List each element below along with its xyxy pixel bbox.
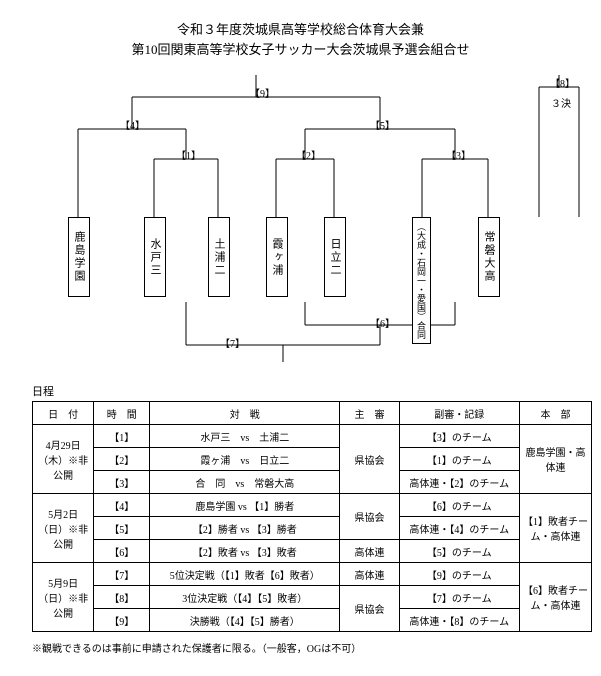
cell-time: 【5】 bbox=[94, 517, 150, 540]
title: 令和３年度茨城県高等学校総合体育大会兼 第10回関東高等学校女子サッカー大会茨城… bbox=[20, 20, 581, 59]
cell-match: 3位決定戦（【4】【5】敗者） bbox=[150, 586, 340, 609]
team-6: （大成・石岡一・愛国）合同 bbox=[412, 217, 431, 344]
num-3: 【3】 bbox=[446, 147, 471, 162]
cell-hq: 【1】敗者チーム・高体連 bbox=[519, 494, 591, 563]
cell-date: 5月2日（日）※非公開 bbox=[33, 494, 94, 563]
cell-time: 【9】 bbox=[94, 609, 150, 632]
cell-sub: 【9】のチーム bbox=[399, 563, 519, 586]
cell-match: 合 同 vs 常磐大高 bbox=[150, 471, 340, 494]
cell-date: 4月29日（木）※非公開 bbox=[33, 425, 94, 494]
cell-time: 【3】 bbox=[94, 471, 150, 494]
cell-match: 水戸三 vs 土浦二 bbox=[150, 425, 340, 448]
th-time: 時 間 bbox=[94, 402, 150, 425]
title-line2: 第10回関東高等学校女子サッカー大会茨城県予選会組合せ bbox=[131, 42, 469, 57]
bracket-diagram: 【9】 【4】 【5】 【1】 【2】 【3】 【6】 【7】 【8】 ３決 鹿… bbox=[20, 67, 581, 377]
table-row: 【6】 【2】敗者 vs 【3】敗者 高体連 【5】のチーム bbox=[33, 540, 592, 563]
cell-sub: 高体連・【8】のチーム bbox=[399, 609, 519, 632]
cell-sub: 【1】のチーム bbox=[399, 448, 519, 471]
th-sub: 副審・記録 bbox=[399, 402, 519, 425]
cell-ref: 県協会 bbox=[340, 586, 399, 632]
team-4: 霞ヶ浦 bbox=[266, 217, 288, 297]
team-1: 鹿島学園 bbox=[68, 217, 90, 297]
num-6: 【6】 bbox=[370, 315, 395, 330]
cell-ref: 高体連 bbox=[340, 563, 399, 586]
table-row: 【5】 【2】勝者 vs 【3】勝者 高体連・【4】のチーム bbox=[33, 517, 592, 540]
team-5: 日立二 bbox=[324, 217, 346, 297]
cell-time: 【6】 bbox=[94, 540, 150, 563]
cell-time: 【8】 bbox=[94, 586, 150, 609]
th-ref: 主 審 bbox=[340, 402, 399, 425]
cell-match: 霞ヶ浦 vs 日立二 bbox=[150, 448, 340, 471]
cell-sub: 【5】のチーム bbox=[399, 540, 519, 563]
cell-match: 【2】敗者 vs 【3】敗者 bbox=[150, 540, 340, 563]
num-5: 【5】 bbox=[370, 117, 395, 132]
table-row: 5月2日（日）※非公開 【4】 鹿島学園 vs 【1】勝者 県協会 【6】のチー… bbox=[33, 494, 592, 517]
cell-hq: 【6】敗者チーム・高体連 bbox=[519, 563, 591, 632]
bracket-lines bbox=[20, 67, 600, 377]
side-label: ３決 bbox=[551, 95, 571, 110]
cell-date: 5月9日（日）※非公開 bbox=[33, 563, 94, 632]
cell-ref: 県協会 bbox=[340, 425, 399, 494]
cell-match: 決勝戦（【4】【5】勝者） bbox=[150, 609, 340, 632]
th-match: 対 戦 bbox=[150, 402, 340, 425]
table-header-row: 日 付 時 間 対 戦 主 審 副審・記録 本 部 bbox=[33, 402, 592, 425]
num-8: 【8】 bbox=[550, 75, 575, 90]
cell-match: 【2】勝者 vs 【3】勝者 bbox=[150, 517, 340, 540]
table-row: 【3】 合 同 vs 常磐大高 高体連・【2】のチーム bbox=[33, 471, 592, 494]
table-row: 5月9日（日）※非公開 【7】 5位決定戦（【1】敗者【6】敗者） 高体連 【9… bbox=[33, 563, 592, 586]
cell-sub: 【6】のチーム bbox=[399, 494, 519, 517]
num-9: 【9】 bbox=[250, 85, 275, 100]
team-3: 土浦二 bbox=[208, 217, 230, 297]
cell-time: 【2】 bbox=[94, 448, 150, 471]
table-row: 【9】 決勝戦（【4】【5】勝者） 高体連・【8】のチーム bbox=[33, 609, 592, 632]
th-date: 日 付 bbox=[33, 402, 94, 425]
cell-time: 【7】 bbox=[94, 563, 150, 586]
num-4: 【4】 bbox=[120, 117, 145, 132]
cell-ref: 高体連 bbox=[340, 540, 399, 563]
footnote: ※観戦できるのは事前に申請された保護者に限る。（一般客，OGは不可） bbox=[32, 640, 569, 655]
cell-sub: 高体連・【4】のチーム bbox=[399, 517, 519, 540]
schedule-table: 日 付 時 間 対 戦 主 審 副審・記録 本 部 4月29日（木）※非公開 【… bbox=[32, 401, 592, 632]
cell-sub: 【3】のチーム bbox=[399, 425, 519, 448]
cell-sub: 【7】のチーム bbox=[399, 586, 519, 609]
num-2: 【2】 bbox=[296, 147, 321, 162]
cell-time: 【4】 bbox=[94, 494, 150, 517]
cell-ref: 県協会 bbox=[340, 494, 399, 540]
title-line1: 令和３年度茨城県高等学校総合体育大会兼 bbox=[177, 22, 424, 37]
table-row: 4月29日（木）※非公開 【1】 水戸三 vs 土浦二 県協会 【3】のチーム … bbox=[33, 425, 592, 448]
cell-match: 5位決定戦（【1】敗者【6】敗者） bbox=[150, 563, 340, 586]
cell-sub: 高体連・【2】のチーム bbox=[399, 471, 519, 494]
table-row: 【8】 3位決定戦（【4】【5】敗者） 県協会 【7】のチーム bbox=[33, 586, 592, 609]
table-row: 【2】 霞ヶ浦 vs 日立二 【1】のチーム bbox=[33, 448, 592, 471]
schedule-heading: 日程 bbox=[32, 383, 581, 399]
num-7: 【7】 bbox=[220, 335, 245, 350]
cell-time: 【1】 bbox=[94, 425, 150, 448]
team-7: 常磐大高 bbox=[478, 217, 500, 297]
cell-hq: 鹿島学園・高体連 bbox=[519, 425, 591, 494]
num-1: 【1】 bbox=[176, 147, 201, 162]
team-2: 水戸三 bbox=[144, 217, 166, 297]
cell-match: 鹿島学園 vs 【1】勝者 bbox=[150, 494, 340, 517]
th-hq: 本 部 bbox=[519, 402, 591, 425]
